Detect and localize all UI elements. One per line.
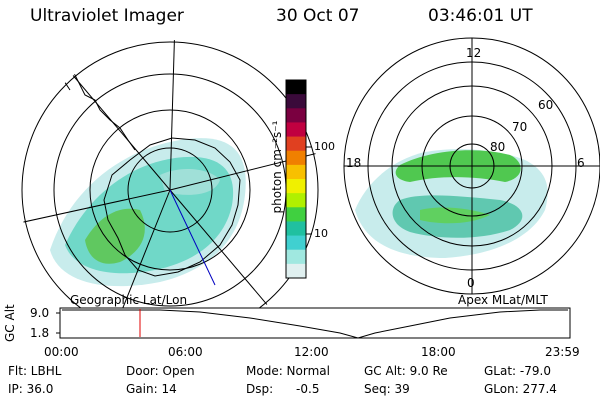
date-label: 30 Oct 07 <box>276 6 360 26</box>
colorbar-band <box>286 235 306 251</box>
colorbar <box>286 80 306 279</box>
mlat-label-80: 80 <box>490 140 506 154</box>
colorbar-band <box>286 249 306 265</box>
time-tick-1800: 18:00 <box>421 345 456 359</box>
geographic-map <box>20 40 320 340</box>
colorbar-band <box>286 150 306 166</box>
info-seq: Seq: 39 <box>364 382 410 396</box>
colorbar-band <box>286 122 306 138</box>
info-gain: Gain: 14 <box>126 382 177 396</box>
altitude-plot <box>56 307 571 339</box>
colorbar-band <box>286 164 306 180</box>
mlt-label-0: 0 <box>467 276 475 290</box>
instrument-title: Ultraviolet Imager <box>30 6 184 26</box>
mlt-label-6: 6 <box>577 156 585 170</box>
colorbar-band <box>286 263 306 279</box>
altitude-tick-9: 9.0 <box>30 306 50 320</box>
colorbar-band <box>286 221 306 237</box>
colorbar-band <box>286 94 306 109</box>
colorbar-band <box>286 80 306 95</box>
time-tick-0000: 00:00 <box>44 345 79 359</box>
colorbar-band <box>286 136 306 152</box>
info-gc-alt: GC Alt: 9.0 Re <box>364 364 448 378</box>
colorbar-tick-10: 10 <box>314 227 328 240</box>
colorbar-band <box>286 193 306 208</box>
mlat-label-60: 60 <box>538 98 554 112</box>
time-tick-0600: 06:00 <box>168 345 203 359</box>
time-tick-2359: 23:59 <box>545 345 580 359</box>
altitude-tick-1-8: 1.8 <box>30 326 50 340</box>
colorbar-band <box>286 207 306 222</box>
geographic-caption: Geographic Lat/Lon <box>70 293 188 307</box>
info-dsp: Dsp: -0.5 <box>246 382 320 396</box>
aurora-emission-magnetic <box>355 149 548 258</box>
magnetic-polar-map <box>343 37 600 295</box>
noon-meridian-line <box>169 189 216 286</box>
mlt-label-12: 12 <box>466 46 482 60</box>
info-glat: GLat: -79.0 <box>484 364 551 378</box>
info-ip: IP: 36.0 <box>8 382 54 396</box>
colorbar-unit-label: photon cm⁻²s⁻¹ <box>270 120 284 214</box>
antarctica-outline <box>103 137 241 277</box>
colorbar-tick-100: 100 <box>314 140 335 153</box>
colorbar-band <box>286 179 306 194</box>
mlt-label-18: 18 <box>346 156 362 170</box>
time-tick-1200: 12:00 <box>294 345 329 359</box>
mlat-label-70: 70 <box>512 120 528 134</box>
magnetic-caption: Apex MLat/MLT <box>458 293 548 307</box>
altitude-curve <box>62 309 568 339</box>
info-door: Door: Open <box>126 364 195 378</box>
info-glon: GLon: 277.4 <box>484 382 557 396</box>
info-filter: Flt: LBHL <box>8 364 62 378</box>
altitude-axis-label: GC Alt <box>3 304 17 342</box>
info-mode: Mode: Normal <box>246 364 330 378</box>
colorbar-band <box>286 108 306 123</box>
time-label: 03:46:01 UT <box>428 6 533 26</box>
